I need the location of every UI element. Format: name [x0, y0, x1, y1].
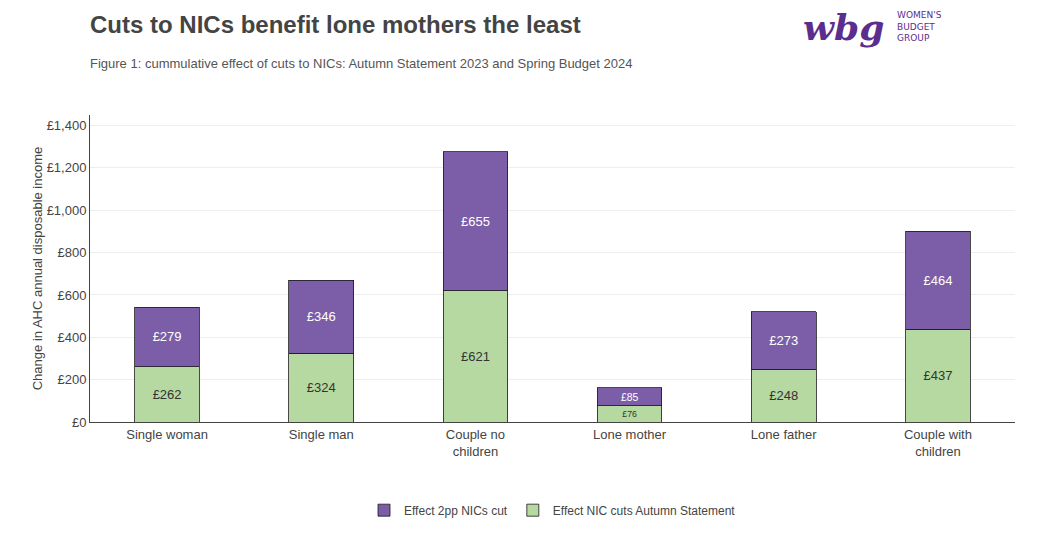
svg-text:£200: £200	[57, 372, 86, 387]
svg-text:£600: £600	[57, 288, 86, 303]
svg-text:£248: £248	[769, 388, 798, 403]
svg-text:wbg: wbg	[803, 6, 884, 48]
svg-text:Lone mother: Lone mother	[593, 427, 667, 442]
svg-text:Lone father: Lone father	[751, 427, 817, 442]
svg-text:Change in AHC annual disposabl: Change in AHC annual disposable income	[30, 147, 45, 391]
svg-text:WOMEN'SBUDGETGROUP: WOMEN'SBUDGETGROUP	[897, 10, 942, 43]
svg-text:Effect NIC cuts Autumn Stateme: Effect NIC cuts Autumn Statement	[553, 504, 736, 518]
svg-text:£1,400: £1,400	[47, 118, 87, 133]
svg-text:Couple nochildren: Couple nochildren	[446, 427, 505, 459]
svg-text:£464: £464	[923, 273, 952, 288]
svg-text:£0: £0	[72, 415, 86, 430]
svg-text:Single woman: Single woman	[126, 427, 208, 442]
svg-text:£1,000: £1,000	[47, 203, 87, 218]
svg-text:Effect 2pp NICs cut: Effect 2pp NICs cut	[404, 504, 508, 518]
svg-text:£262: £262	[153, 387, 182, 402]
svg-text:£621: £621	[461, 349, 490, 364]
svg-text:£85: £85	[621, 392, 639, 403]
svg-text:Cuts to NICs benefit lone moth: Cuts to NICs benefit lone mothers the le…	[90, 11, 581, 38]
svg-text:Single man: Single man	[289, 427, 354, 442]
svg-text:£346: £346	[307, 309, 336, 324]
svg-text:£400: £400	[57, 330, 86, 345]
svg-text:£76: £76	[622, 409, 637, 419]
svg-text:£324: £324	[307, 380, 336, 395]
svg-text:Figure 1: cummulative effect o: Figure 1: cummulative effect of cuts to …	[90, 56, 632, 71]
svg-text:£655: £655	[461, 214, 490, 229]
svg-text:£800: £800	[57, 245, 86, 260]
svg-text:Couple withchildren: Couple withchildren	[904, 427, 972, 459]
svg-text:£273: £273	[769, 333, 798, 348]
svg-text:£1,200: £1,200	[47, 160, 87, 175]
svg-text:£437: £437	[923, 368, 952, 383]
svg-text:£279: £279	[153, 329, 182, 344]
